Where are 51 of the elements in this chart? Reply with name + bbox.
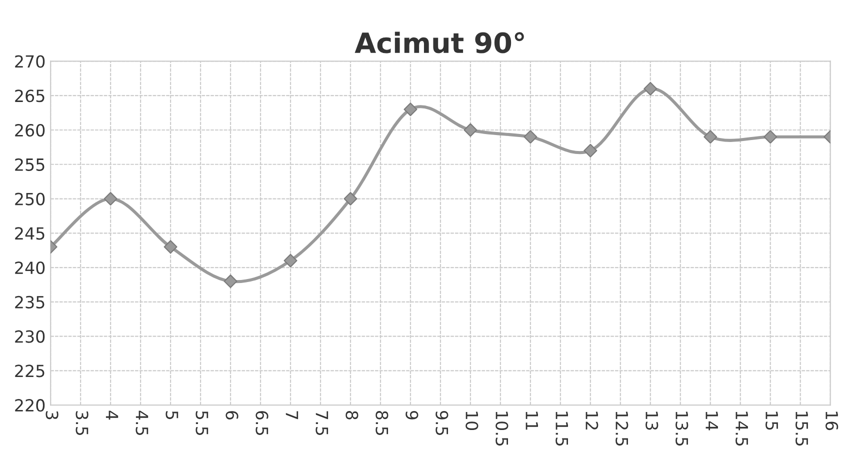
y-tick-label: 235 bbox=[15, 296, 44, 308]
x-tick-label: 6 bbox=[226, 411, 238, 420]
point bbox=[524, 130, 538, 144]
x-tick-label: 12 bbox=[586, 412, 598, 430]
x-tick-label: 9 bbox=[406, 410, 418, 420]
point bbox=[164, 240, 178, 254]
x-tick-label: 11.5 bbox=[556, 412, 568, 446]
x-tick-label: 11 bbox=[526, 412, 538, 430]
chart-title: Acimut 90° bbox=[354, 32, 524, 54]
y-tick-label: 255 bbox=[15, 158, 44, 171]
y-tick-label: 220 bbox=[15, 399, 45, 412]
x-tick-label: 4.5 bbox=[136, 410, 148, 435]
x-tick-label: 15.5 bbox=[796, 412, 808, 446]
x-tick-label: 3.5 bbox=[76, 411, 88, 435]
x-tick-label: 14 bbox=[706, 412, 718, 430]
y-tick-label: 245 bbox=[15, 227, 44, 240]
point bbox=[344, 192, 358, 206]
x-tick-label: 10.5 bbox=[496, 412, 508, 446]
x-tick-label: 4 bbox=[106, 410, 118, 420]
x-tick-label: 7.5 bbox=[316, 411, 328, 435]
point bbox=[704, 130, 718, 144]
y-tick-label: 265 bbox=[15, 90, 44, 102]
y-tick-label: 240 bbox=[15, 261, 45, 274]
x-tick-label: 15 bbox=[766, 412, 778, 430]
x-tick-label: 7 bbox=[286, 411, 298, 420]
point bbox=[644, 82, 658, 96]
x-tick-label: 10 bbox=[466, 412, 478, 430]
x-tick-label: 12.5 bbox=[616, 412, 628, 446]
x-tick-label: 5 bbox=[166, 411, 178, 420]
x-tick-label: 3 bbox=[46, 411, 58, 420]
y-tick-label: 250 bbox=[15, 192, 45, 206]
point bbox=[584, 144, 598, 158]
point bbox=[104, 192, 118, 206]
x-tick-label: 13.5 bbox=[676, 412, 688, 446]
x-tick-label: 8.5 bbox=[376, 411, 388, 435]
y-tick-label: 225 bbox=[15, 364, 44, 378]
x-tick-label: 14.5 bbox=[736, 412, 748, 446]
y-tick-label: 270 bbox=[15, 55, 45, 68]
point bbox=[224, 274, 238, 288]
x-tick-label: 9.5 bbox=[436, 410, 448, 435]
x-tick-label: 16 bbox=[826, 412, 838, 430]
point bbox=[404, 102, 418, 116]
point bbox=[764, 130, 778, 144]
x-tick-label: 5.5 bbox=[196, 411, 208, 435]
point bbox=[464, 123, 478, 137]
x-tick-label: 13 bbox=[646, 412, 658, 430]
point bbox=[284, 254, 298, 268]
y-tick-label: 230 bbox=[15, 330, 45, 343]
x-tick-label: 8 bbox=[346, 411, 358, 420]
y-tick-label: 260 bbox=[15, 124, 45, 137]
x-tick-label: 6.5 bbox=[256, 411, 268, 435]
